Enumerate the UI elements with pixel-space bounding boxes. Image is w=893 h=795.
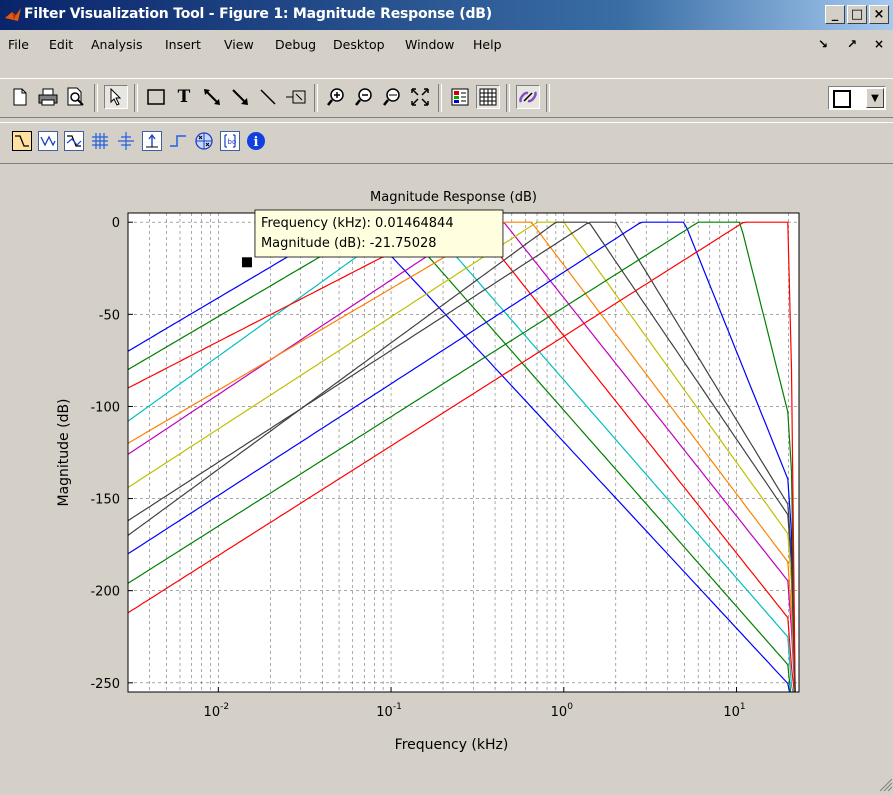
y-tick-label: -100 (90, 400, 120, 415)
rectangle-icon[interactable] (144, 85, 168, 109)
info-label: i (254, 135, 259, 150)
close-button[interactable]: × (869, 5, 889, 24)
filter-coefficients-icon[interactable]: bo (220, 131, 240, 151)
step-response-icon[interactable] (168, 131, 188, 151)
close-figure-icon[interactable]: × (874, 37, 885, 51)
dock-icon[interactable]: ↘ (818, 37, 829, 51)
y-tick-label: -200 (90, 585, 120, 600)
maximize-button[interactable]: □ (847, 5, 867, 24)
datatip-marker[interactable] (241, 257, 252, 268)
plot-background (127, 212, 800, 693)
impulse-response-icon[interactable] (142, 131, 162, 151)
grid-icon[interactable] (476, 85, 500, 109)
magnitude-response-chart[interactable]: Magnitude Response (dB) Frequency (kHz) … (10, 160, 893, 792)
menu-edit[interactable]: Edit (49, 37, 74, 52)
double-arrow-icon[interactable] (200, 85, 224, 109)
chevron-down-icon[interactable]: ▼ (866, 88, 884, 108)
magnitude-response-icon[interactable] (12, 131, 32, 151)
y-tick-label: -50 (99, 308, 120, 323)
y-axis-label: Magnitude (dB) (56, 398, 72, 506)
phase-response-icon[interactable] (38, 131, 58, 151)
chart-title: Magnitude Response (dB) (370, 190, 537, 205)
analysis-toolbar: bo i (0, 122, 893, 164)
filter-info-icon[interactable]: i (246, 131, 266, 151)
zoom-in-icon[interactable] (324, 85, 348, 109)
colorbar-icon[interactable] (448, 85, 472, 109)
resize-grip-icon[interactable] (877, 776, 893, 792)
response-curve[interactable] (128, 221, 799, 701)
figure-canvas: Magnitude Response (dB) Frequency (kHz) … (10, 160, 893, 792)
menu-window[interactable]: Window (405, 37, 455, 52)
phase-delay-icon[interactable] (116, 131, 136, 151)
response-curve[interactable] (128, 221, 799, 701)
zoom-out-icon[interactable] (352, 85, 376, 109)
y-tick-label: -250 (90, 677, 120, 692)
x-tick-label: 100 (551, 702, 574, 720)
menu-analysis[interactable]: Analysis (91, 37, 143, 52)
magnitude-phase-icon[interactable] (64, 131, 84, 151)
pole-zero-icon[interactable] (194, 131, 214, 151)
menu-desktop[interactable]: Desktop (333, 37, 385, 52)
response-curve[interactable] (128, 221, 799, 701)
x-axis-label: Frequency (kHz) (395, 737, 509, 753)
svg-text:bo: bo (228, 138, 237, 146)
response-curve[interactable] (128, 221, 799, 701)
line-icon[interactable] (256, 85, 280, 109)
x-tick-label: 10-2 (204, 702, 230, 720)
print-icon[interactable] (36, 85, 60, 109)
x-tick-label: 101 (723, 702, 745, 720)
response-curve[interactable] (128, 221, 799, 701)
datatip-box[interactable] (254, 209, 504, 258)
response-curve[interactable] (128, 221, 799, 701)
color-select-icon[interactable]: ▼ (828, 86, 886, 110)
menu-file[interactable]: File (8, 37, 29, 52)
y-tick-label: 0 (112, 216, 120, 231)
group-delay-icon[interactable] (90, 131, 110, 151)
color-swatch (833, 90, 851, 108)
title-bar: Filter Visualization Tool - Figure 1: Ma… (0, 0, 893, 30)
menu-debug[interactable]: Debug (275, 37, 317, 52)
minimize-button[interactable]: _ (825, 5, 845, 24)
zoom-x-icon[interactable] (380, 85, 404, 109)
window-title: Filter Visualization Tool - Figure 1: Ma… (24, 6, 492, 22)
link-icon[interactable] (516, 85, 540, 109)
matlab-logo-icon (5, 8, 21, 21)
text-icon[interactable]: T (177, 87, 191, 107)
pointer-icon[interactable] (104, 85, 128, 109)
y-tick-label: -150 (90, 493, 120, 508)
figure-toolbar: T ▼ (0, 78, 893, 118)
arrow-icon[interactable] (228, 85, 252, 109)
datatip-frequency: Frequency (kHz): 0.01464844 (261, 216, 454, 231)
new-icon[interactable] (8, 85, 32, 109)
legend-icon[interactable] (284, 85, 308, 109)
response-curve[interactable] (128, 221, 799, 701)
menu-view[interactable]: View (224, 37, 254, 52)
menu-bar: File Edit Analysis Insert View Debug Des… (0, 30, 893, 56)
datatip-magnitude: Magnitude (dB): -21.75028 (261, 236, 437, 251)
response-curve[interactable] (128, 221, 799, 701)
x-tick-label: 10-1 (376, 702, 402, 720)
menu-help[interactable]: Help (473, 37, 502, 52)
menu-insert[interactable]: Insert (165, 37, 201, 52)
zoom-fit-icon[interactable] (408, 85, 432, 109)
print-preview-icon[interactable] (64, 85, 88, 109)
undock-icon[interactable]: ↗ (847, 37, 858, 51)
